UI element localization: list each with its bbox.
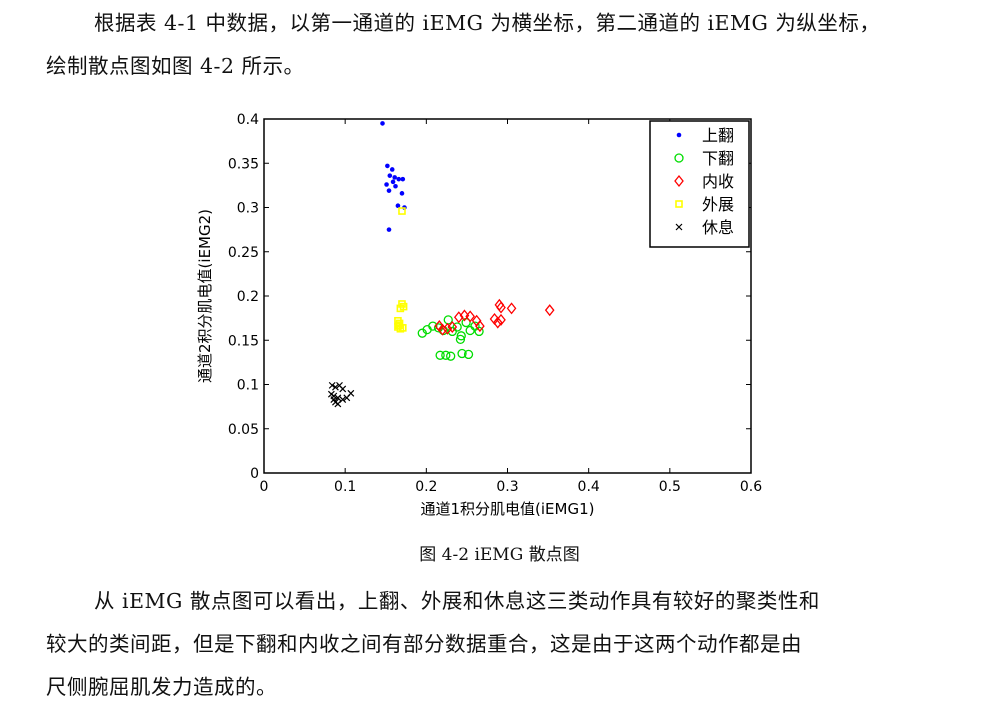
data-point [459,309,470,322]
data-point [496,301,506,314]
data-point [396,176,402,182]
scatter-figure: 0 0.1 0.2 0.3 0.4 0.5 0.6 0 0.05 0.1 0.15 0.2 0.25 0.… [170,104,780,536]
figure-caption: 图 4-2 iEMG 散点图 [419,545,580,565]
x-axis-label: 通道1积分肌电值(iEMG1) [420,500,594,518]
legend-marker [674,174,684,188]
x-tick-label: 0.1 [334,479,356,495]
data-point [463,349,474,360]
data-point [465,325,475,336]
data-point [386,188,392,193]
legend-box [649,120,750,248]
y-tick-label: 0.35 [228,156,259,172]
data-point [453,311,464,324]
data-point [386,227,392,232]
data-point [456,331,466,341]
text-line: 从 iEMG 散点图可以看出，上翻、外展和休息这三类动作具有较好的聚类性和 [94,589,820,613]
data-point [328,381,336,389]
legend-label: 上翻 [702,126,734,145]
data-point [544,304,555,317]
data-point [475,320,485,333]
paragraph-intro: 根据表 4-1 中数据，以第一通道的 iEMG 为横坐标，第二通道的 iEMG … [46,2,951,88]
data-point [492,316,503,329]
scatter-chart: 0 0.1 0.2 0.3 0.4 0.5 0.6 0 0.05 0.1 0.15 0.2 0.25 0.… [196,112,762,518]
x-tick-label: 0 [260,479,269,495]
y-tick-label: 0.25 [228,245,259,261]
data-point [339,385,347,393]
data-point [442,322,453,335]
legend-label: 休息 [702,218,734,237]
x-tick-label: 0.3 [496,479,518,495]
data-point [393,183,398,189]
data-points [327,121,555,408]
data-point [455,334,466,345]
data-point [332,383,339,391]
data-point [392,175,397,180]
data-point [447,320,458,334]
y-tick-label: 0.4 [237,112,259,128]
legend-marker [675,200,683,208]
legend-label: 外展 [702,195,734,214]
x-tick-label: 0.5 [659,479,681,495]
data-point [441,350,451,360]
data-point [387,173,393,178]
data-point [390,179,396,185]
legend-label: 内收 [702,172,734,191]
y-tick-label: 0.15 [228,333,259,349]
legend-marker [674,153,684,163]
data-point [399,302,408,311]
data-point [389,167,395,172]
data-point [399,191,405,196]
data-point [452,322,462,332]
y-tick-label: 0.1 [237,378,259,394]
data-point [347,389,355,397]
data-point [496,313,506,326]
data-point [446,351,456,361]
y-tick-label: 0.05 [228,422,259,438]
y-tick-label: 0.2 [237,289,259,305]
legend-marker [675,223,683,231]
data-point [395,203,401,209]
x-tick-label: 0.6 [740,479,762,495]
data-point [385,163,390,169]
data-point [398,207,406,215]
text-line: 较大的类间距，但是下翻和内收之间有部分数据重合，这是由于这两个动作都是由 [46,632,802,656]
data-point [398,324,407,332]
data-point [380,121,385,126]
x-tick-label: 0.4 [578,479,600,495]
data-point [465,310,475,323]
legend-label: 下翻 [702,149,734,168]
data-point [400,176,406,182]
paragraph-analysis: 从 iEMG 散点图可以看出，上翻、外展和休息这三类动作具有较好的聚类性和 较大… [46,580,951,709]
x-tick-label: 0.2 [415,479,437,495]
data-point [334,400,342,408]
data-point [435,350,445,360]
y-axis-label: 通道2积分肌电值(iEMG2) [196,209,214,383]
y-tick-label: 0 [250,466,259,482]
axis-ticks: 0 0.1 0.2 0.3 0.4 0.5 0.6 0 0.05 0.1 0.15 0.2 0.25 0.… [228,112,762,495]
data-point [506,302,517,315]
data-point [457,348,467,359]
text-line: 绘制散点图如图 4-2 所示。 [46,54,305,78]
text-line: 尺侧腕屈肌发力造成的。 [46,675,277,699]
y-tick-label: 0.3 [237,201,259,217]
data-point [474,326,484,337]
data-point [334,394,342,402]
legend-marker [676,132,682,138]
text-line: 根据表 4-1 中数据，以第一通道的 iEMG 为横坐标，第二通道的 iEMG … [94,11,881,35]
data-point [384,182,389,187]
data-point [437,323,448,336]
data-point [428,321,438,331]
